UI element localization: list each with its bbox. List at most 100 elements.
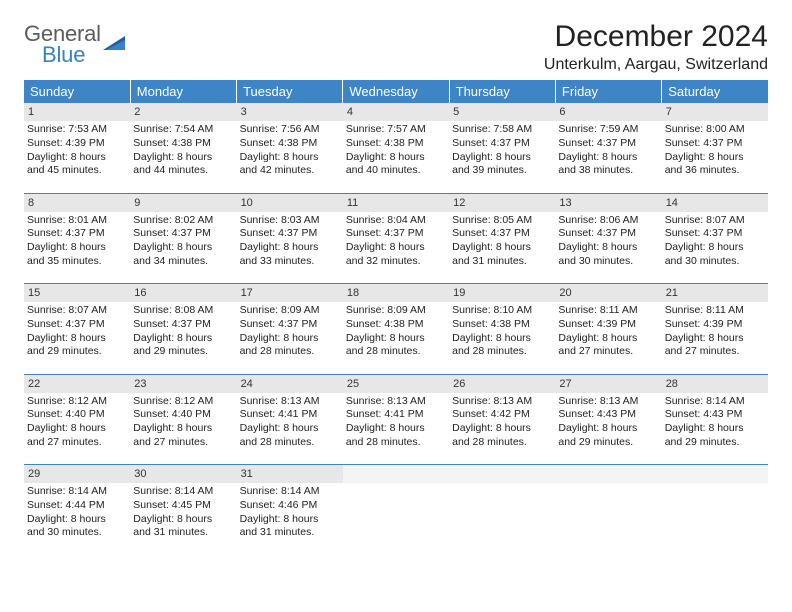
location: Unterkulm, Aargau, Switzerland bbox=[544, 56, 768, 74]
day-number: 4 bbox=[343, 103, 449, 121]
day-number: 28 bbox=[662, 375, 768, 393]
weekday-header: Saturday bbox=[662, 80, 768, 103]
calendar-day: 26Sunrise: 8:13 AMSunset: 4:42 PMDayligh… bbox=[449, 375, 555, 465]
day-number bbox=[343, 465, 449, 483]
brand-word2: Blue bbox=[24, 45, 101, 66]
day-number: 18 bbox=[343, 284, 449, 302]
calendar-day: 4Sunrise: 7:57 AMSunset: 4:38 PMDaylight… bbox=[343, 103, 449, 193]
calendar-day: 17 Sunrise: 8:09 AMSunset: 4:37 PMDayligh… bbox=[237, 284, 343, 374]
day-info: Sunrise: 8:14 AMSunset: 4:43 PMDaylight:… bbox=[665, 395, 765, 450]
day-info: Sunrise: 8:14 AMSunset: 4:45 PMDaylight:… bbox=[133, 485, 233, 540]
day-number: 24 bbox=[237, 375, 343, 393]
calendar-day: 27 Sunrise: 8:13 AMSunset: 4:43 PMDayligh… bbox=[555, 375, 661, 465]
calendar-day: 3 Sunrise: 7:56 AMSunset: 4:38 PMDaylight… bbox=[237, 103, 343, 193]
day-number: 30 bbox=[130, 465, 236, 483]
day-info: Sunrise: 7:53 AMSunset: 4:39 PMDaylight:… bbox=[27, 123, 127, 178]
calendar-table: SundayMondayTuesdayWednesdayThursdayFrid… bbox=[24, 80, 768, 555]
day-info: Sunrise: 7:58 AMSunset: 4:37 PMDaylight:… bbox=[452, 123, 552, 178]
weekday-header: Thursday bbox=[449, 80, 555, 103]
calendar-week: 8 Sunrise: 8:01 AMSunset: 4:37 PMDaylight… bbox=[24, 194, 768, 284]
weekday-header-row: SundayMondayTuesdayWednesdayThursdayFrid… bbox=[24, 80, 768, 103]
weekday-header: Monday bbox=[130, 80, 236, 103]
day-info: Sunrise: 8:10 AMSunset: 4:38 PMDaylight:… bbox=[452, 304, 552, 359]
calendar-day-empty bbox=[343, 465, 449, 555]
calendar-day: 20Sunrise: 8:11 AMSunset: 4:39 PMDayligh… bbox=[555, 284, 661, 374]
day-info: Sunrise: 8:00 AMSunset: 4:37 PMDaylight:… bbox=[665, 123, 765, 178]
day-info: Sunrise: 7:54 AMSunset: 4:38 PMDaylight:… bbox=[133, 123, 233, 178]
day-number: 11 bbox=[343, 194, 449, 212]
day-number: 23 bbox=[130, 375, 236, 393]
calendar-day: 25 Sunrise: 8:13 AMSunset: 4:41 PMDayligh… bbox=[343, 375, 449, 465]
day-number: 12 bbox=[449, 194, 555, 212]
calendar-day: 15 Sunrise: 8:07 AMSunset: 4:37 PMDayligh… bbox=[24, 284, 130, 374]
brand-logo: General Blue bbox=[24, 18, 131, 66]
day-info: Sunrise: 8:07 AMSunset: 4:37 PMDaylight:… bbox=[27, 304, 127, 359]
calendar-week: 29Sunrise: 8:14 AMSunset: 4:44 PMDayligh… bbox=[24, 465, 768, 555]
day-info: Sunrise: 8:07 AMSunset: 4:37 PMDaylight:… bbox=[665, 214, 765, 269]
day-number: 7 bbox=[662, 103, 768, 121]
calendar-week: 1Sunrise: 7:53 AMSunset: 4:39 PMDaylight… bbox=[24, 103, 768, 193]
day-info: Sunrise: 8:13 AMSunset: 4:43 PMDaylight:… bbox=[558, 395, 658, 450]
day-info: Sunrise: 8:09 AMSunset: 4:37 PMDaylight:… bbox=[240, 304, 340, 359]
day-number: 31 bbox=[237, 465, 343, 483]
calendar-day: 30 Sunrise: 8:14 AMSunset: 4:45 PMDayligh… bbox=[130, 465, 236, 555]
calendar-day: 12 Sunrise: 8:05 AMSunset: 4:37 PMDayligh… bbox=[449, 194, 555, 284]
day-number: 29 bbox=[24, 465, 130, 483]
brand-flag-icon bbox=[103, 34, 131, 59]
day-number bbox=[449, 465, 555, 483]
day-number: 10 bbox=[237, 194, 343, 212]
day-info: Sunrise: 7:59 AMSunset: 4:37 PMDaylight:… bbox=[558, 123, 658, 178]
day-number bbox=[662, 465, 768, 483]
calendar-week: 15 Sunrise: 8:07 AMSunset: 4:37 PMDayligh… bbox=[24, 284, 768, 374]
weekday-header: Tuesday bbox=[237, 80, 343, 103]
day-info: Sunrise: 8:05 AMSunset: 4:37 PMDaylight:… bbox=[452, 214, 552, 269]
day-info: Sunrise: 8:09 AMSunset: 4:38 PMDaylight:… bbox=[346, 304, 446, 359]
calendar-day: 24Sunrise: 8:13 AMSunset: 4:41 PMDayligh… bbox=[237, 375, 343, 465]
day-number: 27 bbox=[555, 375, 661, 393]
calendar-day: 1Sunrise: 7:53 AMSunset: 4:39 PMDaylight… bbox=[24, 103, 130, 193]
day-number: 3 bbox=[237, 103, 343, 121]
day-info: Sunrise: 8:01 AMSunset: 4:37 PMDaylight:… bbox=[27, 214, 127, 269]
day-info: Sunrise: 8:12 AMSunset: 4:40 PMDaylight:… bbox=[133, 395, 233, 450]
day-info: Sunrise: 8:08 AMSunset: 4:37 PMDaylight:… bbox=[133, 304, 233, 359]
calendar-day: 5 Sunrise: 7:58 AMSunset: 4:37 PMDaylight… bbox=[449, 103, 555, 193]
day-number: 15 bbox=[24, 284, 130, 302]
calendar-day: 8 Sunrise: 8:01 AMSunset: 4:37 PMDaylight… bbox=[24, 194, 130, 284]
day-number: 6 bbox=[555, 103, 661, 121]
calendar-day: 6 Sunrise: 7:59 AMSunset: 4:37 PMDaylight… bbox=[555, 103, 661, 193]
day-info: Sunrise: 8:12 AMSunset: 4:40 PMDaylight:… bbox=[27, 395, 127, 450]
calendar-day: 7 Sunrise: 8:00 AMSunset: 4:37 PMDaylight… bbox=[662, 103, 768, 193]
weekday-header: Friday bbox=[555, 80, 661, 103]
day-number: 8 bbox=[24, 194, 130, 212]
calendar-day: 9 Sunrise: 8:02 AMSunset: 4:37 PMDaylight… bbox=[130, 194, 236, 284]
day-number: 25 bbox=[343, 375, 449, 393]
calendar-day: 29Sunrise: 8:14 AMSunset: 4:44 PMDayligh… bbox=[24, 465, 130, 555]
day-number: 14 bbox=[662, 194, 768, 212]
day-number: 16 bbox=[130, 284, 236, 302]
day-number: 9 bbox=[130, 194, 236, 212]
day-info: Sunrise: 7:56 AMSunset: 4:38 PMDaylight:… bbox=[240, 123, 340, 178]
calendar-day: 10 Sunrise: 8:03 AMSunset: 4:37 PMDayligh… bbox=[237, 194, 343, 284]
weekday-header: Wednesday bbox=[343, 80, 449, 103]
calendar-day: 22Sunrise: 8:12 AMSunset: 4:40 PMDayligh… bbox=[24, 375, 130, 465]
calendar-day: 11Sunrise: 8:04 AMSunset: 4:37 PMDayligh… bbox=[343, 194, 449, 284]
calendar-day: 14 Sunrise: 8:07 AMSunset: 4:37 PMDayligh… bbox=[662, 194, 768, 284]
calendar-day: 21Sunrise: 8:11 AMSunset: 4:39 PMDayligh… bbox=[662, 284, 768, 374]
day-number: 19 bbox=[449, 284, 555, 302]
calendar-day-empty bbox=[449, 465, 555, 555]
day-number bbox=[555, 465, 661, 483]
day-info: Sunrise: 8:13 AMSunset: 4:41 PMDaylight:… bbox=[346, 395, 446, 450]
weekday-header: Sunday bbox=[24, 80, 130, 103]
day-number: 17 bbox=[237, 284, 343, 302]
header: General Blue December 2024 Unterkulm, Aa… bbox=[24, 18, 768, 74]
day-info: Sunrise: 8:13 AMSunset: 4:42 PMDaylight:… bbox=[452, 395, 552, 450]
day-info: Sunrise: 8:03 AMSunset: 4:37 PMDaylight:… bbox=[240, 214, 340, 269]
day-info: Sunrise: 8:02 AMSunset: 4:37 PMDaylight:… bbox=[133, 214, 233, 269]
day-number: 2 bbox=[130, 103, 236, 121]
calendar-day-empty bbox=[555, 465, 661, 555]
calendar-day: 28 Sunrise: 8:14 AMSunset: 4:43 PMDayligh… bbox=[662, 375, 768, 465]
day-number: 5 bbox=[449, 103, 555, 121]
day-number: 13 bbox=[555, 194, 661, 212]
calendar-day-empty bbox=[662, 465, 768, 555]
calendar-day: 18 Sunrise: 8:09 AMSunset: 4:38 PMDayligh… bbox=[343, 284, 449, 374]
